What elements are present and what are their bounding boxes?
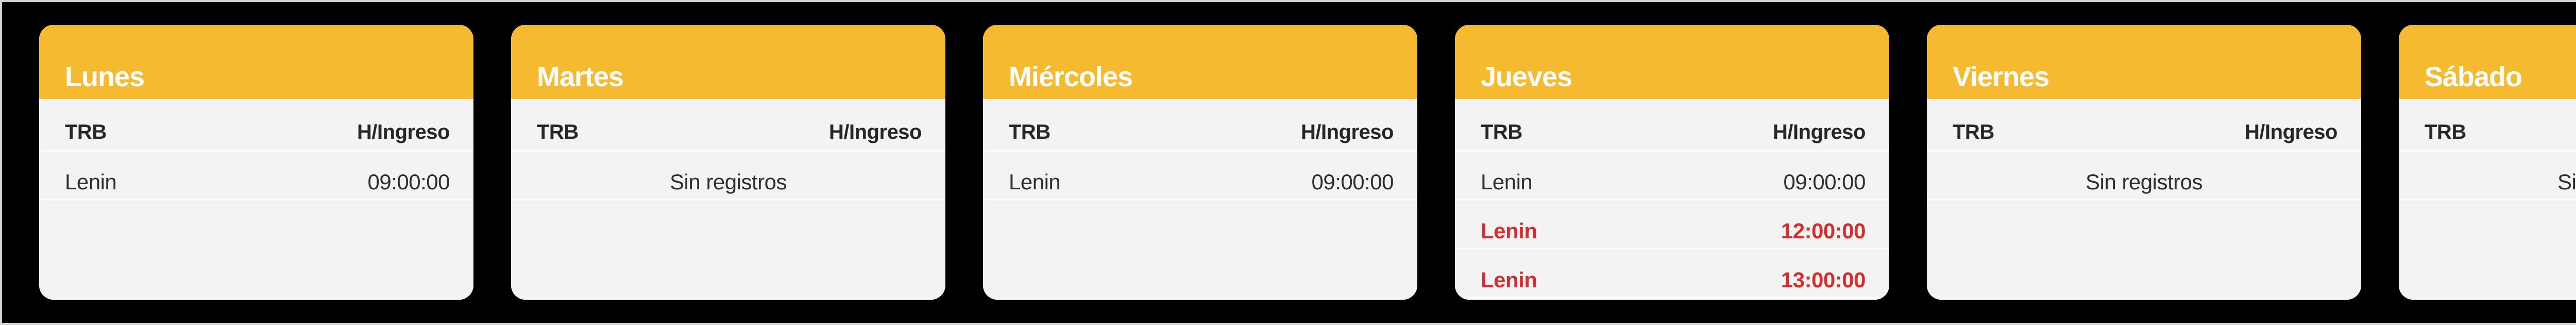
day-title: Lunes xyxy=(65,61,145,92)
schedule-row: Lenin 09:00:00 xyxy=(983,152,1417,201)
day-card: Sábado TRB H/Ingreso Sin registros xyxy=(2399,25,2576,300)
day-title: Jueves xyxy=(1481,61,1572,92)
columns-header-row: TRB H/Ingreso xyxy=(1927,99,2361,152)
schedule-row: Lenin 13:00:00 xyxy=(1455,250,1889,299)
columns-header-row: TRB H/Ingreso xyxy=(983,99,1417,152)
day-card: Lunes TRB H/Ingreso Lenin 09:00:00 xyxy=(39,25,473,300)
day-card-header: Lunes xyxy=(39,25,473,99)
column-worker-label: TRB xyxy=(65,121,107,143)
trb-cell: Lenin xyxy=(1481,170,1533,194)
columns-header-row: TRB H/Ingreso xyxy=(1455,99,1889,152)
card-filler xyxy=(2399,201,2576,300)
empty-label: Sin registros xyxy=(2557,170,2576,194)
day-card: Jueves TRB H/Ingreso Lenin 09:00:00 Leni… xyxy=(1455,25,1889,300)
day-card-body: TRB H/Ingreso Lenin 09:00:00 Lenin 12:00… xyxy=(1455,99,1889,300)
entry-time-cell: 13:00:00 xyxy=(1781,268,1866,292)
column-entry-label: H/Ingreso xyxy=(1301,121,1394,143)
day-title: Sábado xyxy=(2425,61,2522,92)
day-card: Miércoles TRB H/Ingreso Lenin 09:00:00 xyxy=(983,25,1417,300)
column-entry-label: H/Ingreso xyxy=(1773,121,1866,143)
card-filler xyxy=(983,201,1417,300)
columns-header-row: TRB H/Ingreso xyxy=(39,99,473,152)
columns-header-row: TRB H/Ingreso xyxy=(511,99,945,152)
empty-row: Sin registros xyxy=(511,152,945,201)
entry-time-cell: 09:00:00 xyxy=(367,170,450,194)
column-entry-label: H/Ingreso xyxy=(2245,121,2337,143)
day-card-header: Sábado xyxy=(2399,25,2576,99)
day-title: Martes xyxy=(537,61,624,92)
columns-header-row: TRB H/Ingreso xyxy=(2399,99,2576,152)
day-card-body: TRB H/Ingreso Sin registros xyxy=(1927,99,2361,300)
day-title: Miércoles xyxy=(1009,61,1133,92)
entry-time-cell: 12:00:00 xyxy=(1781,219,1866,243)
trb-cell: Lenin xyxy=(65,170,117,194)
empty-label: Sin registros xyxy=(2086,170,2202,194)
entry-time-cell: 09:00:00 xyxy=(1783,170,1866,194)
day-title: Viernes xyxy=(1953,61,2049,92)
column-worker-label: TRB xyxy=(1953,121,1994,143)
column-worker-label: TRB xyxy=(1009,121,1050,143)
trb-cell: Lenin xyxy=(1481,219,1537,243)
day-card-header: Jueves xyxy=(1455,25,1889,99)
day-card-body: TRB H/Ingreso Lenin 09:00:00 xyxy=(39,99,473,300)
schedule-row: Lenin 09:00:00 xyxy=(1455,152,1889,201)
day-cards-row: Lunes TRB H/Ingreso Lenin 09:00:00 Marte… xyxy=(39,25,2576,300)
day-card: Martes TRB H/Ingreso Sin registros xyxy=(511,25,945,300)
schedule-row: Lenin 12:00:00 xyxy=(1455,201,1889,250)
day-card-header: Miércoles xyxy=(983,25,1417,99)
empty-row: Sin registros xyxy=(1927,152,2361,201)
card-filler xyxy=(39,201,473,300)
day-card-header: Viernes xyxy=(1927,25,2361,99)
card-filler xyxy=(1455,299,1889,300)
day-card-body: TRB H/Ingreso Sin registros xyxy=(2399,99,2576,300)
day-card-body: TRB H/Ingreso Lenin 09:00:00 xyxy=(983,99,1417,300)
column-entry-label: H/Ingreso xyxy=(829,121,922,143)
card-filler xyxy=(511,201,945,300)
column-worker-label: TRB xyxy=(2425,121,2466,143)
card-filler xyxy=(1927,201,2361,300)
empty-label: Sin registros xyxy=(670,170,787,194)
column-worker-label: TRB xyxy=(537,121,579,143)
column-entry-label: H/Ingreso xyxy=(357,121,450,143)
empty-row: Sin registros xyxy=(2399,152,2576,201)
schedule-row: Lenin 09:00:00 xyxy=(39,152,473,201)
trb-cell: Lenin xyxy=(1009,170,1061,194)
trb-cell: Lenin xyxy=(1481,268,1537,292)
day-card: Viernes TRB H/Ingreso Sin registros xyxy=(1927,25,2361,300)
day-card-body: TRB H/Ingreso Sin registros xyxy=(511,99,945,300)
day-card-header: Martes xyxy=(511,25,945,99)
column-worker-label: TRB xyxy=(1481,121,1522,143)
entry-time-cell: 09:00:00 xyxy=(1311,170,1394,194)
